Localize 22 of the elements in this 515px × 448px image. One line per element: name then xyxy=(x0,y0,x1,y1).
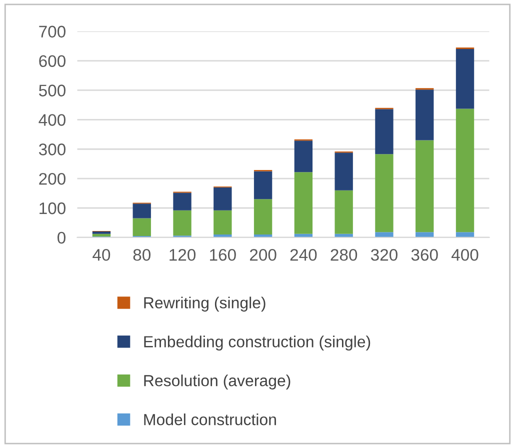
y-tick-label: 200 xyxy=(39,172,66,185)
y-tick-label: 700 xyxy=(39,26,66,38)
x-tick-label: 320 xyxy=(370,248,398,261)
x-tick-label: 400 xyxy=(451,248,478,261)
x-tick-label: 200 xyxy=(250,248,276,261)
x-tick-label: 80 xyxy=(133,248,150,261)
x-tick-label: 40 xyxy=(92,248,110,261)
legend-label: Rewriting (single) xyxy=(144,296,266,312)
x-tick-label: 280 xyxy=(330,248,358,261)
legend-label: Embedding construction (single) xyxy=(144,336,370,351)
y-tick-label: 0 xyxy=(58,232,66,244)
legend-label: Model construction xyxy=(144,413,276,426)
legend-label: Resolution (average) xyxy=(144,374,290,390)
x-tick-label: 160 xyxy=(210,248,236,261)
y-tick-label: 100 xyxy=(40,202,66,214)
y-tick-label: 500 xyxy=(39,84,66,96)
y-tick-label: 300 xyxy=(38,144,66,156)
y-tick-label: 600 xyxy=(39,55,66,68)
x-tick-label: 240 xyxy=(290,248,317,261)
x-tick-label: 360 xyxy=(411,248,438,261)
y-tick-label: 400 xyxy=(38,114,66,126)
x-tick-label: 120 xyxy=(170,248,196,261)
